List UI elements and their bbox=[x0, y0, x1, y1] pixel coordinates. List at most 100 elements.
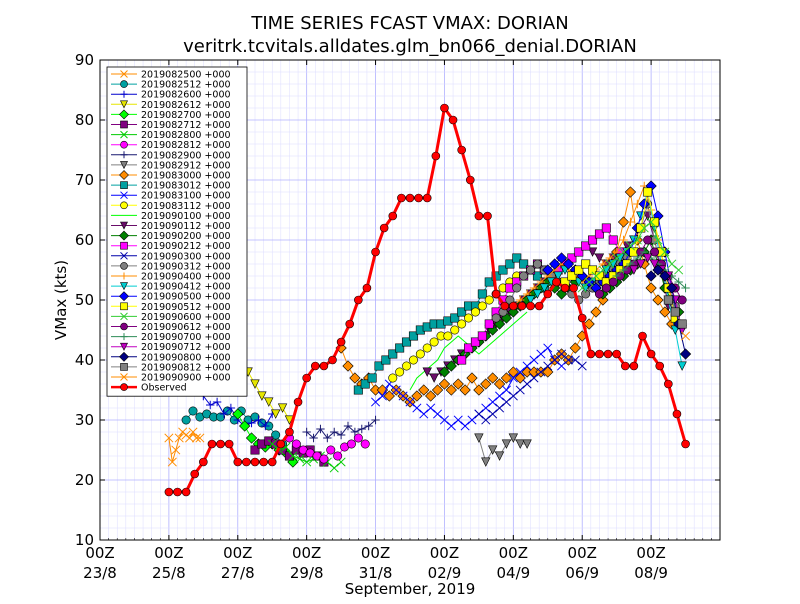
data-point bbox=[362, 283, 372, 293]
data-point bbox=[586, 349, 596, 359]
data-point bbox=[433, 409, 443, 419]
data-point bbox=[250, 457, 260, 467]
data-point bbox=[336, 337, 346, 347]
data-point bbox=[405, 193, 415, 203]
data-point bbox=[271, 430, 281, 440]
data-point bbox=[395, 343, 405, 353]
legend-item: 2019090112 +000 bbox=[111, 221, 231, 232]
data-point bbox=[514, 372, 526, 384]
data-point bbox=[583, 318, 595, 330]
legend-item: 2019090712 +000 bbox=[111, 342, 231, 353]
data-point bbox=[448, 115, 458, 125]
legend-label: 2019090100 +000 bbox=[141, 211, 231, 222]
data-point bbox=[257, 391, 267, 401]
legend-marker bbox=[120, 70, 128, 78]
data-point bbox=[445, 384, 457, 396]
data-point bbox=[491, 313, 501, 323]
legend-label: 2019082600 +000 bbox=[141, 90, 231, 101]
data-point bbox=[349, 372, 361, 384]
legend-marker bbox=[120, 241, 128, 250]
data-point bbox=[632, 235, 642, 245]
series-forecast-9 bbox=[474, 433, 532, 467]
series-observed bbox=[164, 103, 690, 497]
data-point bbox=[171, 445, 181, 455]
data-point bbox=[395, 367, 405, 377]
data-point bbox=[254, 415, 263, 425]
legend-item: 2019082612 +000 bbox=[111, 100, 231, 111]
legend-item: 2019090500 +000 bbox=[111, 291, 231, 303]
data-point bbox=[418, 384, 430, 396]
data-point bbox=[581, 241, 591, 251]
legend-label: 2019082800 +000 bbox=[141, 130, 231, 141]
y-tick-label: 50 bbox=[75, 291, 94, 309]
data-point bbox=[484, 319, 494, 329]
data-point bbox=[206, 400, 215, 410]
data-point bbox=[519, 271, 529, 281]
data-point bbox=[598, 265, 608, 275]
data-point bbox=[264, 397, 274, 407]
data-point bbox=[522, 361, 532, 371]
data-point bbox=[239, 420, 251, 432]
legend-label: 2019083000 +000 bbox=[141, 171, 231, 182]
legend-item: 2019083100 +000 bbox=[111, 191, 231, 202]
data-point bbox=[342, 360, 354, 372]
data-point bbox=[466, 372, 478, 384]
data-point bbox=[681, 439, 690, 449]
legend-marker bbox=[120, 191, 128, 200]
data-point bbox=[529, 355, 539, 365]
data-point bbox=[550, 355, 560, 365]
data-point bbox=[601, 283, 611, 293]
legend-label: 2019083112 +000 bbox=[141, 201, 231, 212]
legend-label: 2019083100 +000 bbox=[141, 191, 231, 202]
series-forecast-13 bbox=[388, 271, 529, 383]
legend-marker bbox=[120, 262, 128, 270]
data-point bbox=[173, 487, 182, 497]
data-point bbox=[591, 271, 601, 281]
data-point bbox=[577, 313, 587, 323]
legend-label: Observed bbox=[141, 383, 187, 394]
legend-label: 2019090112 +000 bbox=[141, 221, 231, 232]
data-point bbox=[450, 313, 460, 323]
data-point bbox=[645, 282, 657, 294]
data-point bbox=[525, 295, 536, 305]
data-point bbox=[207, 439, 217, 449]
legend-label: 2019090600 +000 bbox=[141, 312, 231, 323]
data-point bbox=[619, 247, 629, 257]
legend-item: 2019090100 +000 bbox=[111, 211, 231, 222]
legend-marker bbox=[120, 90, 128, 98]
data-point bbox=[493, 378, 506, 390]
y-tick-label: 80 bbox=[75, 111, 94, 129]
y-tick-label: 20 bbox=[75, 471, 94, 489]
x-tick-label: 29/8 bbox=[290, 564, 324, 582]
legend-marker bbox=[120, 373, 128, 381]
data-point bbox=[450, 325, 460, 335]
data-point bbox=[439, 415, 449, 425]
data-point bbox=[226, 403, 236, 413]
legend-marker bbox=[120, 383, 128, 391]
data-point bbox=[612, 253, 622, 263]
legend-label: 2019090412 +000 bbox=[141, 282, 231, 293]
data-point bbox=[398, 391, 408, 401]
data-point bbox=[483, 211, 492, 221]
data-point bbox=[495, 403, 505, 413]
data-point bbox=[174, 433, 184, 443]
data-point bbox=[412, 403, 422, 413]
series-forecast-0 bbox=[164, 427, 205, 467]
data-point bbox=[330, 427, 339, 437]
x-tick-label: 06/9 bbox=[565, 564, 599, 582]
legend-item: 2019090400 +000 bbox=[111, 272, 231, 283]
data-point bbox=[443, 331, 453, 341]
x-tick-label: 00Z bbox=[292, 544, 321, 562]
data-point bbox=[224, 439, 234, 449]
data-point bbox=[391, 385, 401, 395]
data-point bbox=[247, 418, 256, 428]
data-point bbox=[522, 439, 532, 449]
data-point bbox=[422, 343, 432, 353]
series-forecast-24 bbox=[577, 217, 684, 293]
data-point bbox=[660, 247, 670, 257]
legend-item: 2019082700 +000 bbox=[111, 109, 231, 121]
data-point bbox=[425, 390, 437, 402]
data-point bbox=[555, 252, 568, 264]
